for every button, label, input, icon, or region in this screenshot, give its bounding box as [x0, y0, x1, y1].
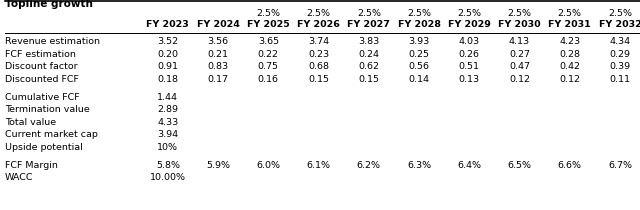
Text: 6.6%: 6.6% — [558, 161, 582, 170]
Text: 3.56: 3.56 — [207, 38, 228, 46]
Text: 0.20: 0.20 — [157, 50, 179, 59]
Text: 0.83: 0.83 — [207, 62, 228, 71]
Text: 0.15: 0.15 — [308, 75, 329, 84]
Text: 6.4%: 6.4% — [457, 161, 481, 170]
Text: 0.15: 0.15 — [358, 75, 380, 84]
Text: 0.91: 0.91 — [157, 62, 179, 71]
Text: 3.93: 3.93 — [408, 38, 429, 46]
Text: 2.5%: 2.5% — [558, 9, 582, 18]
Text: 0.26: 0.26 — [459, 50, 480, 59]
Text: 0.12: 0.12 — [509, 75, 530, 84]
Text: 0.23: 0.23 — [308, 50, 329, 59]
Text: 5.8%: 5.8% — [156, 161, 180, 170]
Text: 0.17: 0.17 — [207, 75, 228, 84]
Text: 3.83: 3.83 — [358, 38, 380, 46]
Text: 10.00%: 10.00% — [150, 173, 186, 182]
Text: 0.25: 0.25 — [408, 50, 429, 59]
Text: Discounted FCF: Discounted FCF — [5, 75, 79, 84]
Text: FY 2023: FY 2023 — [147, 20, 189, 29]
Text: 0.22: 0.22 — [258, 50, 279, 59]
Text: 3.94: 3.94 — [157, 130, 179, 139]
Text: 0.62: 0.62 — [358, 62, 380, 71]
Text: FY 2032: FY 2032 — [598, 20, 640, 29]
Text: 6.2%: 6.2% — [357, 161, 381, 170]
Text: 4.13: 4.13 — [509, 38, 530, 46]
Text: FY 2026: FY 2026 — [297, 20, 340, 29]
Text: 2.5%: 2.5% — [307, 9, 331, 18]
Text: 0.21: 0.21 — [207, 50, 228, 59]
Text: Upside potential: Upside potential — [5, 143, 83, 151]
Text: FY 2030: FY 2030 — [498, 20, 541, 29]
Text: 2.5%: 2.5% — [256, 9, 280, 18]
Text: 2.5%: 2.5% — [457, 9, 481, 18]
Text: FY 2025: FY 2025 — [247, 20, 290, 29]
Text: Termination value: Termination value — [5, 105, 90, 114]
Text: FY 2031: FY 2031 — [548, 20, 591, 29]
Text: 6.3%: 6.3% — [407, 161, 431, 170]
Text: Current market cap: Current market cap — [5, 130, 98, 139]
Text: 0.56: 0.56 — [408, 62, 429, 71]
Text: 0.18: 0.18 — [157, 75, 179, 84]
Text: 3.52: 3.52 — [157, 38, 179, 46]
Text: 6.1%: 6.1% — [307, 161, 331, 170]
Text: Total value: Total value — [5, 118, 56, 127]
Text: 2.5%: 2.5% — [357, 9, 381, 18]
Text: 3.65: 3.65 — [258, 38, 279, 46]
Text: 5.9%: 5.9% — [206, 161, 230, 170]
Text: 4.33: 4.33 — [157, 118, 179, 127]
Text: 4.03: 4.03 — [459, 38, 480, 46]
Text: 6.7%: 6.7% — [608, 161, 632, 170]
Text: FCF Margin: FCF Margin — [5, 161, 58, 170]
Text: 0.24: 0.24 — [358, 50, 380, 59]
Text: 4.34: 4.34 — [609, 38, 630, 46]
Text: 0.14: 0.14 — [408, 75, 429, 84]
Text: 0.39: 0.39 — [609, 62, 630, 71]
Text: 2.5%: 2.5% — [608, 9, 632, 18]
Text: FCF estimation: FCF estimation — [5, 50, 76, 59]
Text: 4.23: 4.23 — [559, 38, 580, 46]
Text: FY 2028: FY 2028 — [397, 20, 440, 29]
Text: Cumulative FCF: Cumulative FCF — [5, 93, 80, 102]
Text: 6.0%: 6.0% — [256, 161, 280, 170]
Text: 0.47: 0.47 — [509, 62, 530, 71]
Text: 6.5%: 6.5% — [508, 161, 531, 170]
Text: 0.13: 0.13 — [459, 75, 480, 84]
Text: 0.29: 0.29 — [609, 50, 630, 59]
Text: 3.74: 3.74 — [308, 38, 329, 46]
Text: FY 2027: FY 2027 — [348, 20, 390, 29]
Text: 2.89: 2.89 — [157, 105, 179, 114]
Text: 0.12: 0.12 — [559, 75, 580, 84]
Text: FY 2024: FY 2024 — [196, 20, 239, 29]
Text: 0.11: 0.11 — [609, 75, 630, 84]
Text: Discount factor: Discount factor — [5, 62, 77, 71]
Text: 0.68: 0.68 — [308, 62, 329, 71]
Text: Topline growth: Topline growth — [5, 0, 93, 9]
Text: 0.27: 0.27 — [509, 50, 530, 59]
Text: 10%: 10% — [157, 143, 179, 151]
Text: Revenue estimation: Revenue estimation — [5, 38, 100, 46]
Text: 0.75: 0.75 — [258, 62, 279, 71]
Text: WACC: WACC — [5, 173, 34, 182]
Text: FY 2029: FY 2029 — [448, 20, 491, 29]
Text: 2.5%: 2.5% — [508, 9, 531, 18]
Text: 0.51: 0.51 — [459, 62, 480, 71]
Text: 0.16: 0.16 — [258, 75, 279, 84]
Text: 1.44: 1.44 — [157, 93, 179, 102]
Text: 0.42: 0.42 — [559, 62, 580, 71]
Text: 0.28: 0.28 — [559, 50, 580, 59]
Text: 2.5%: 2.5% — [407, 9, 431, 18]
